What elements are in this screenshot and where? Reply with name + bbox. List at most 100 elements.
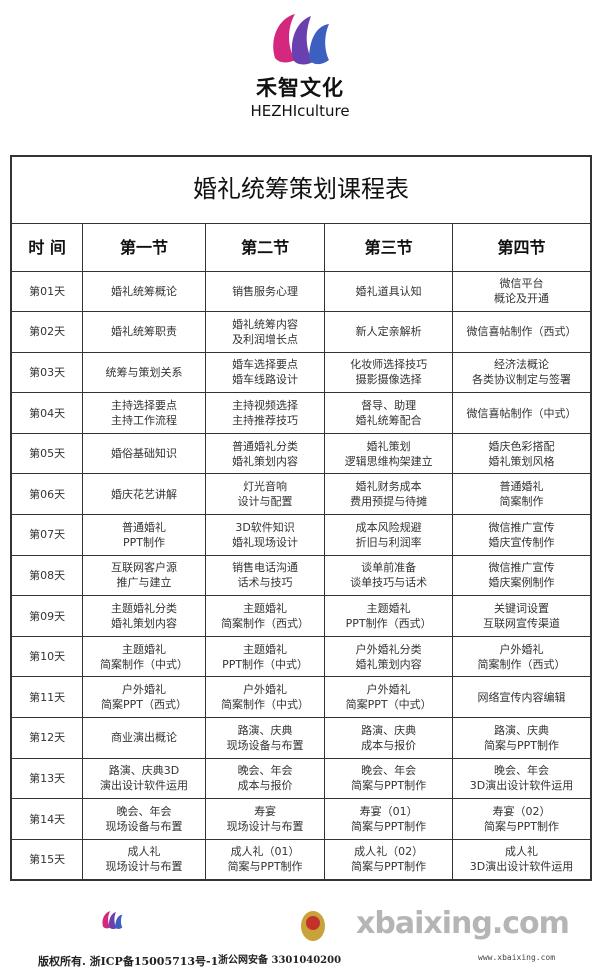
lesson-cell: 主题婚礼 简案制作（西式） [204,595,326,637]
table-row: 第14天 晚会、年会 现场设备与布置 寿宴 现场设计与布置 寿宴（01） 简案与PPT… [10,798,592,840]
lesson-cell: 成本风险规避 折旧与利润率 [324,514,453,556]
lesson-cell: 微信平台 概论及开通 [451,270,592,313]
lesson-cell: 婚礼统筹职责 [82,311,206,353]
day-cell: 第11天 [10,676,84,719]
lesson-cell: 主题婚礼 PPT制作（中式） [204,635,326,678]
table-row: 第06天 婚庆花艺讲解 灯光音响 设计与配置 婚礼财务成本 费用预提与待摊 普通婚礼 简… [10,473,592,516]
lesson-cell: 主题婚礼 PPT制作（西式） [324,595,453,637]
column-header: 时 间 [10,222,84,272]
lesson-cell: 寿宴（02） 简案与PPT制作 [451,798,592,840]
lesson-cell: 督导、助理 婚礼统筹配合 [324,392,453,434]
lesson-cell: 户外婚礼分类 婚礼策划内容 [324,635,453,678]
lesson-cell: 婚礼道具认知 [324,270,453,313]
hezhi-logo-icon [102,911,123,930]
lesson-cell: 成人礼 3D演出设计软件运用 [451,838,592,881]
lesson-cell: 微信推广宣传 婚庆宣传制作 [451,514,592,556]
lesson-cell: 经济法概论 各类协议制定与签署 [451,351,592,394]
table-row: 第04天 主持选择要点 主持工作流程 主持视频选择 主持推荐技巧 督导、助理 婚礼统筹… [10,392,592,434]
lesson-cell: 户外婚礼 简案制作（西式） [451,635,592,678]
lesson-cell: 主题婚礼 简案制作（中式） [82,635,206,678]
lesson-cell: 微信推广宣传 婚庆案例制作 [451,554,592,597]
lesson-cell: 婚礼统筹概论 [82,270,206,313]
day-cell: 第13天 [10,757,84,800]
lesson-cell: 商业演出概论 [82,717,206,759]
table-row: 第01天 婚礼统筹概论 销售服务心理 婚礼道具认知 微信平台 概论及开通 [10,270,592,313]
watermark-url: www.xbaixing.com [478,953,556,962]
lesson-cell: 成人礼（02） 简案与PPT制作 [324,838,453,881]
lesson-cell: 统筹与策划关系 [82,351,206,394]
lesson-cell: 微信喜帖制作（西式） [451,311,592,353]
lesson-cell: 销售电话沟通 话术与技巧 [204,554,326,597]
lesson-cell: 普通婚礼分类 婚礼策划内容 [204,432,326,475]
watermark: xbaixing.com [356,906,570,941]
brand-name-en: HEZHIculture [250,102,350,120]
table-row: 第09天 主题婚礼分类 婚礼策划内容 主题婚礼 简案制作（西式） 主题婚礼 PPT制作… [10,595,592,637]
hezhi-logo-icon [273,14,329,65]
day-cell: 第10天 [10,635,84,678]
table-row: 第02天 婚礼统筹职责 婚礼统筹内容 及利润增长点 新人定亲解析 微信喜帖制作（西式） [10,311,592,353]
day-cell: 第04天 [10,392,84,434]
lesson-cell: 主题婚礼分类 婚礼策划内容 [82,595,206,637]
lesson-cell: 婚庆花艺讲解 [82,473,206,516]
day-cell: 第07天 [10,514,84,556]
lesson-cell: 微信喜帖制作（中式） [451,392,592,434]
police-record-text: 浙公网安备 3301040200 [218,955,342,966]
lesson-cell: 婚礼策划 逻辑思维构架建立 [324,432,453,475]
lesson-cell: 晚会、年会 成本与报价 [204,757,326,800]
day-cell: 第06天 [10,473,84,516]
lesson-cell: 谈单前准备 谈单技巧与话术 [324,554,453,597]
lesson-cell: 3D软件知识 婚礼现场设计 [204,514,326,556]
lesson-cell: 普通婚礼 简案制作 [451,473,592,516]
lesson-cell: 户外婚礼 简案制作（中式） [204,676,326,719]
lesson-cell: 户外婚礼 简案PPT（中式） [324,676,453,719]
lesson-cell: 灯光音响 设计与配置 [204,473,326,516]
lesson-cell: 主持视频选择 主持推荐技巧 [204,392,326,434]
day-cell: 第08天 [10,554,84,597]
lesson-cell: 成人礼（01） 简案与PPT制作 [204,838,326,881]
lesson-cell: 路演、庆典 简案与PPT制作 [451,717,592,759]
lesson-cell: 路演、庆典3D 演出设计软件运用 [82,757,206,800]
table-row: 第15天 成人礼 现场设计与布置 成人礼（01） 简案与PPT制作 成人礼（02） 简… [10,838,592,881]
column-header: 第四节 [451,222,592,272]
lesson-cell: 婚礼统筹内容 及利润增长点 [204,311,326,353]
day-cell: 第14天 [10,798,84,840]
day-cell: 第02天 [10,311,84,353]
column-header: 第二节 [204,222,326,272]
day-cell: 第12天 [10,717,84,759]
lesson-cell: 新人定亲解析 [324,311,453,353]
lesson-cell: 化妆师选择技巧 摄影摄像选择 [324,351,453,394]
copyright-text: 版权所有. 浙ICP备15005713号-1 [38,955,219,968]
lesson-cell: 互联网客户源 推广与建立 [82,554,206,597]
course-schedule-table: 婚礼统筹策划课程表 时 间第一节 第二节 第三节 第四节 第01天 婚礼统筹概论 销售服务… [10,155,592,881]
lesson-cell: 婚庆色彩搭配 婚礼策划风格 [451,432,592,475]
lesson-cell: 路演、庆典 现场设备与布置 [204,717,326,759]
brand-name-cn: 禾智文化 [256,76,344,100]
footer: 版权所有. 浙ICP备15005713号-1 浙公网安备 3301040200 … [0,905,600,972]
lesson-cell: 销售服务心理 [204,270,326,313]
table-row: 第03天 统筹与策划关系 婚车选择要点 婚车线路设计 化妆师选择技巧 摄影摄像选择 经济… [10,351,592,394]
lesson-cell: 户外婚礼 简案PPT（西式） [82,676,206,719]
lesson-cell: 晚会、年会 现场设备与布置 [82,798,206,840]
day-cell: 第09天 [10,595,84,637]
table-row: 第12天 商业演出概论 路演、庆典 现场设备与布置 路演、庆典 成本与报价 路演、庆典 … [10,717,592,759]
police-badge-icon [300,909,326,947]
day-cell: 第05天 [10,432,84,475]
lesson-cell: 网络宣传内容编辑 [451,676,592,719]
lesson-cell: 晚会、年会 简案与PPT制作 [324,757,453,800]
column-header: 第一节 [82,222,206,272]
brand-logo: 禾智文化 HEZHIculture [0,8,600,120]
column-header: 第三节 [324,222,453,272]
day-cell: 第03天 [10,351,84,394]
lesson-cell: 婚车选择要点 婚车线路设计 [204,351,326,394]
lesson-cell: 成人礼 现场设计与布置 [82,838,206,881]
lesson-cell: 主持选择要点 主持工作流程 [82,392,206,434]
lesson-cell: 关键词设置 互联网宣传渠道 [451,595,592,637]
table-row: 第11天 户外婚礼 简案PPT（西式） 户外婚礼 简案制作（中式） 户外婚礼 简案PP… [10,676,592,719]
lesson-cell: 寿宴 现场设计与布置 [204,798,326,840]
footer-logo [98,909,126,933]
table-row: 第08天 互联网客户源 推广与建立 销售电话沟通 话术与技巧 谈单前准备 谈单技巧与话… [10,554,592,597]
lesson-cell: 婚俗基础知识 [82,432,206,475]
table-row: 第05天 婚俗基础知识 普通婚礼分类 婚礼策划内容 婚礼策划 逻辑思维构架建立 婚庆色彩… [10,432,592,475]
lesson-cell: 普通婚礼 PPT制作 [82,514,206,556]
lesson-cell: 路演、庆典 成本与报价 [324,717,453,759]
